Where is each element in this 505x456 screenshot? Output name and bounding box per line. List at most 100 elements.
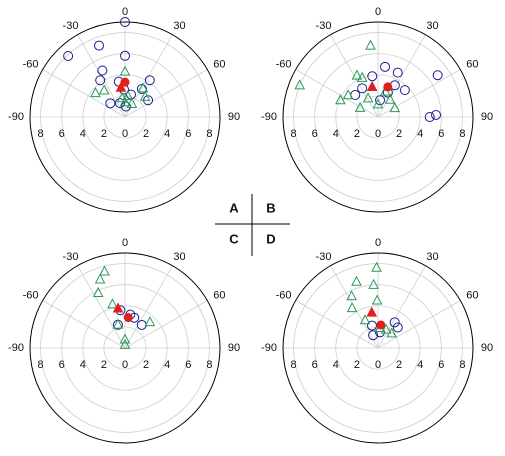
- r-tick-label: 6: [185, 359, 191, 371]
- r-tick-label: 2: [354, 128, 360, 140]
- circle-marker: [123, 313, 133, 323]
- r-tick-label: 6: [438, 359, 444, 371]
- circle-marker: [95, 75, 106, 86]
- triangle-marker: [90, 87, 101, 98]
- triangle-marker: [359, 314, 371, 325]
- grid-spoke: [124, 265, 173, 349]
- r-tick-label: 4: [417, 128, 423, 140]
- theta-tick-label: 90: [481, 342, 493, 354]
- triangle-marker: [107, 298, 118, 309]
- circle-marker: [105, 98, 116, 109]
- triangle-marker: [380, 323, 392, 334]
- triangle-marker: [335, 94, 346, 105]
- theta-tick-label: 60: [466, 289, 478, 301]
- r-tick-label: 6: [185, 128, 191, 140]
- r-tick-label: 4: [80, 128, 86, 140]
- circle-marker: [383, 82, 393, 92]
- r-tick-label: 0: [375, 128, 381, 140]
- triangle-marker: [119, 338, 131, 349]
- circle-marker: [63, 51, 74, 62]
- triangle-marker: [94, 273, 106, 284]
- circle-marker: [392, 67, 403, 78]
- r-tick-label: 2: [396, 359, 402, 371]
- r-tick-label: 0: [375, 359, 381, 371]
- triangle-marker: [384, 93, 396, 104]
- plot-border: [282, 252, 474, 444]
- theta-tick-label: 30: [173, 251, 185, 263]
- r-tick-label: 8: [290, 128, 296, 140]
- triangle-marker: [356, 71, 368, 82]
- triangle-marker: [351, 275, 362, 286]
- r-tick-label: 2: [354, 359, 360, 371]
- panel-label: B: [266, 200, 275, 215]
- r-tick-label: 2: [396, 128, 402, 140]
- triangle-marker: [346, 302, 358, 313]
- grid-spoke: [42, 69, 126, 118]
- grid-spoke: [295, 300, 379, 349]
- plot-border: [29, 21, 221, 213]
- circle-marker: [399, 85, 410, 96]
- theta-tick-label: -90: [261, 111, 277, 123]
- r-tick-label: 0: [122, 359, 128, 371]
- theta-tick-label: 90: [228, 111, 240, 123]
- r-tick-label: 8: [290, 359, 296, 371]
- triangle-marker: [294, 79, 306, 90]
- triangle-marker: [368, 278, 379, 289]
- r-tick-label: 2: [101, 128, 107, 140]
- theta-tick-label: -90: [8, 111, 24, 123]
- theta-tick-label: 60: [213, 58, 225, 70]
- theta-tick-label: -60: [23, 289, 39, 301]
- theta-tick-label: 90: [481, 111, 493, 123]
- circle-marker: [432, 70, 443, 81]
- r-tick-label: 4: [333, 128, 339, 140]
- r-tick-label: 8: [37, 128, 43, 140]
- triangle-marker: [389, 102, 401, 113]
- r-tick-label: 8: [206, 128, 212, 140]
- circle-marker: [424, 112, 435, 122]
- triangle-marker: [354, 101, 366, 112]
- triangle-marker: [119, 333, 131, 344]
- circle-marker: [376, 320, 386, 330]
- circle-marker: [368, 330, 379, 341]
- theta-tick-label: 0: [375, 6, 381, 18]
- r-tick-label: 6: [59, 128, 65, 140]
- grid-spoke: [377, 265, 426, 349]
- circle-marker: [120, 17, 130, 27]
- r-tick-label: 8: [459, 128, 465, 140]
- theta-tick-label: 0: [122, 6, 128, 18]
- circle-marker: [97, 65, 108, 76]
- r-tick-label: 8: [206, 359, 212, 371]
- circle-marker: [120, 50, 130, 61]
- theta-tick-label: 30: [173, 20, 185, 32]
- grid-spoke: [377, 300, 461, 349]
- triangle-marker: [386, 327, 398, 338]
- triangle-marker: [365, 39, 376, 50]
- r-tick-label: 0: [122, 128, 128, 140]
- theta-tick-label: 90: [228, 342, 240, 354]
- r-tick-label: 6: [312, 128, 318, 140]
- triangle-marker: [126, 97, 138, 108]
- triangle-marker: [115, 81, 127, 92]
- grid-spoke: [124, 69, 208, 118]
- theta-tick-label: 60: [213, 289, 225, 301]
- r-tick-label: 6: [59, 359, 65, 371]
- triangle-marker: [371, 261, 382, 272]
- triangle-marker: [137, 82, 149, 93]
- theta-tick-label: 0: [375, 237, 381, 249]
- triangle-marker: [139, 90, 151, 101]
- circle-marker: [380, 61, 391, 72]
- r-tick-label: 2: [143, 128, 149, 140]
- theta-tick-label: 60: [466, 58, 478, 70]
- panel-label: D: [266, 231, 275, 246]
- theta-tick-label: -60: [276, 58, 292, 70]
- plot-border: [29, 252, 221, 444]
- triangle-marker: [351, 69, 363, 80]
- triangle-marker: [144, 316, 156, 327]
- theta-tick-label: -30: [63, 251, 79, 263]
- theta-tick-label: -60: [23, 58, 39, 70]
- circle-marker: [375, 95, 386, 106]
- triangle-marker: [346, 290, 357, 301]
- r-tick-label: 8: [459, 359, 465, 371]
